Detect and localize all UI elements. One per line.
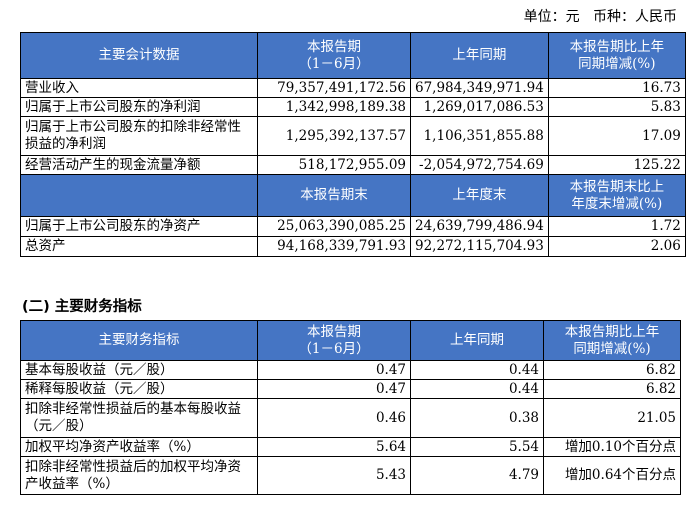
current-value: 0.47 xyxy=(257,360,411,380)
change-value: 6.82 xyxy=(543,379,681,399)
header-prior-period: 上年同期 xyxy=(410,320,544,361)
row-label: 扣除非经常性损益后的基本每股收益（元／股） xyxy=(20,398,258,438)
current-value: 1,295,392,137.57 xyxy=(257,116,411,156)
table-row: 加权平均净资产收益率（%） 5.64 5.54 增加0.10个百分点 xyxy=(20,437,681,457)
current-value: 25,063,390,085.25 xyxy=(257,216,411,237)
change-value: 21.05 xyxy=(543,398,681,438)
current-value: 1,342,998,189.38 xyxy=(257,97,411,117)
row-label: 归属于上市公司股东的扣除非经常性损益的净利润 xyxy=(20,116,258,156)
current-value: 0.47 xyxy=(257,379,411,399)
change-value: 17.09 xyxy=(547,116,686,156)
prior-value: 67,984,349,971.94 xyxy=(410,78,549,98)
prior-value: 0.44 xyxy=(410,360,544,380)
section-title: (二) 主要财务指标 xyxy=(22,299,142,315)
header-period-end: 本报告期末 xyxy=(257,174,411,217)
table-row: 稀释每股收益（元／股） 0.47 0.44 6.82 xyxy=(20,379,681,399)
row-label: 加权平均净资产收益率（%） xyxy=(20,437,258,457)
change-value: 1.72 xyxy=(547,216,686,237)
change-value: 16.73 xyxy=(547,78,686,98)
header-current-period: 本报告期 （1－6月） xyxy=(257,32,411,79)
current-value: 79,357,491,172.56 xyxy=(257,78,411,98)
prior-value: 0.38 xyxy=(410,398,544,438)
header-current-period: 本报告期 （1－6月） xyxy=(257,320,411,361)
row-label: 总资产 xyxy=(20,236,258,257)
prior-value: 1,106,351,855.88 xyxy=(410,116,549,156)
row-label: 归属于上市公司股东的净利润 xyxy=(20,97,258,117)
prior-value: 5.54 xyxy=(410,437,544,457)
financial-indicators-table: 主要财务指标 本报告期 （1－6月） 上年同期 本报告期比上年 同期增减(%) … xyxy=(20,320,681,495)
row-label: 归属于上市公司股东的净资产 xyxy=(20,216,258,237)
unit-currency-line: 单位：元 币种：人民币 xyxy=(523,9,677,25)
header-change-pct-end: 本报告期末比上 年度末增减(%) xyxy=(547,174,686,217)
table-row: 扣除非经常性损益后的加权平均净资产收益率（%） 5.43 4.79 增加0.64… xyxy=(20,456,681,495)
current-value: 94,168,339,791.93 xyxy=(257,236,411,257)
accounting-data-table: 主要会计数据 本报告期 （1－6月） 上年同期 本报告期比上年 同期增减(%) … xyxy=(20,32,686,257)
change-value: 125.22 xyxy=(547,155,686,175)
header-change-pct: 本报告期比上年 同期增减(%) xyxy=(543,320,681,361)
header-prior-period: 上年同期 xyxy=(410,32,549,79)
row-label: 营业收入 xyxy=(20,78,258,98)
table-row: 总资产 94,168,339,791.93 92,272,115,704.93 … xyxy=(20,236,686,257)
prior-value: -2,054,972,754.69 xyxy=(410,155,549,175)
prior-value: 24,639,799,486.94 xyxy=(410,216,549,237)
change-value: 增加0.64个百分点 xyxy=(543,456,681,495)
header-item: 主要会计数据 xyxy=(20,32,258,79)
row-label: 稀释每股收益（元／股） xyxy=(20,379,258,399)
table-row: 扣除非经常性损益后的基本每股收益（元／股） 0.46 0.38 21.05 xyxy=(20,398,681,438)
prior-value: 1,269,017,086.53 xyxy=(410,97,549,117)
table-row: 归属于上市公司股东的净资产 25,063,390,085.25 24,639,7… xyxy=(20,216,686,237)
header-blank xyxy=(20,174,258,217)
header-prior-year-end: 上年度末 xyxy=(410,174,549,217)
table-row: 基本每股收益（元／股） 0.47 0.44 6.82 xyxy=(20,360,681,380)
current-value: 0.46 xyxy=(257,398,411,438)
table-row: 归属于上市公司股东的净利润 1,342,998,189.38 1,269,017… xyxy=(20,97,686,117)
current-value: 5.64 xyxy=(257,437,411,457)
prior-value: 92,272,115,704.93 xyxy=(410,236,549,257)
current-value: 518,172,955.09 xyxy=(257,155,411,175)
prior-value: 4.79 xyxy=(410,456,544,495)
row-label: 基本每股收益（元／股） xyxy=(20,360,258,380)
change-value: 6.82 xyxy=(543,360,681,380)
table-row: 营业收入 79,357,491,172.56 67,984,349,971.94… xyxy=(20,78,686,98)
header-change-pct: 本报告期比上年 同期增减(%) xyxy=(547,32,686,79)
prior-value: 0.44 xyxy=(410,379,544,399)
table-row: 归属于上市公司股东的扣除非经常性损益的净利润 1,295,392,137.57 … xyxy=(20,116,686,156)
change-value: 2.06 xyxy=(547,236,686,257)
change-value: 增加0.10个百分点 xyxy=(543,437,681,457)
row-label: 扣除非经常性损益后的加权平均净资产收益率（%） xyxy=(20,456,258,495)
table-row: 经营活动产生的现金流量净额 518,172,955.09 -2,054,972,… xyxy=(20,155,686,175)
header-indicator: 主要财务指标 xyxy=(20,320,258,361)
row-label: 经营活动产生的现金流量净额 xyxy=(20,155,258,175)
change-value: 5.83 xyxy=(547,97,686,117)
current-value: 5.43 xyxy=(257,456,411,495)
